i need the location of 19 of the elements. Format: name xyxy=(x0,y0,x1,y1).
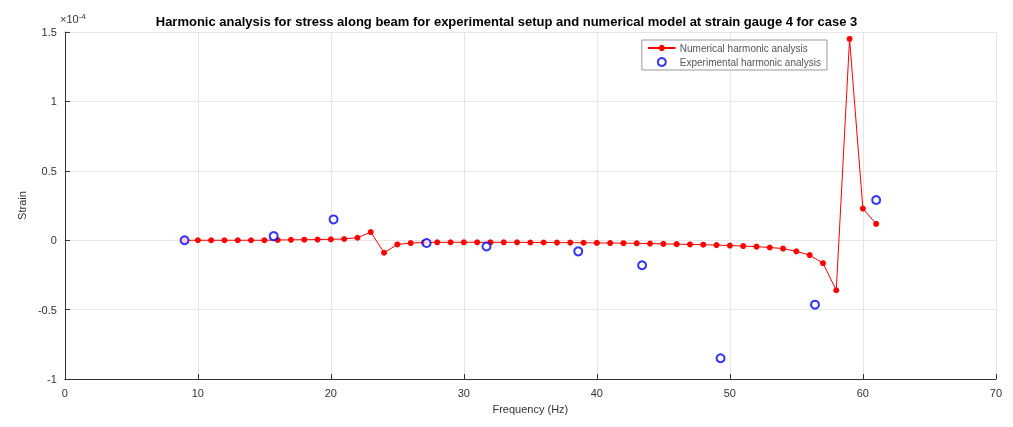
x-tick-label: 20 xyxy=(324,386,337,399)
y-axis-title: Strain xyxy=(15,191,28,220)
chart-title: Harmonic analysis for stress along beam for experimental setup and numerical model at strain gauge 4 for case 3 xyxy=(155,14,858,29)
y-tick-label: 0 xyxy=(50,234,57,247)
legend-label: Experimental harmonic analysis xyxy=(679,56,821,68)
legend-label: Numerical harmonic analysis xyxy=(679,42,808,54)
y-tick-label: -0.5 xyxy=(37,303,57,316)
x-tick-label: 60 xyxy=(856,386,869,399)
x-tick-label: 70 xyxy=(989,386,1003,399)
x-tick-label: 40 xyxy=(590,386,603,399)
x-tick-label: 0 xyxy=(61,386,68,399)
y-tick-label: -1 xyxy=(47,373,57,386)
y-tick-label: 1 xyxy=(50,95,57,108)
y-tick-label: 0.5 xyxy=(41,164,57,177)
y-tick-label: 1.5 xyxy=(41,26,57,38)
x-tick-label: 30 xyxy=(457,386,470,399)
x-tick-label: 10 xyxy=(191,386,204,399)
x-tick-label: 50 xyxy=(723,386,736,399)
x-axis-title: Frequency (Hz) xyxy=(492,402,569,415)
